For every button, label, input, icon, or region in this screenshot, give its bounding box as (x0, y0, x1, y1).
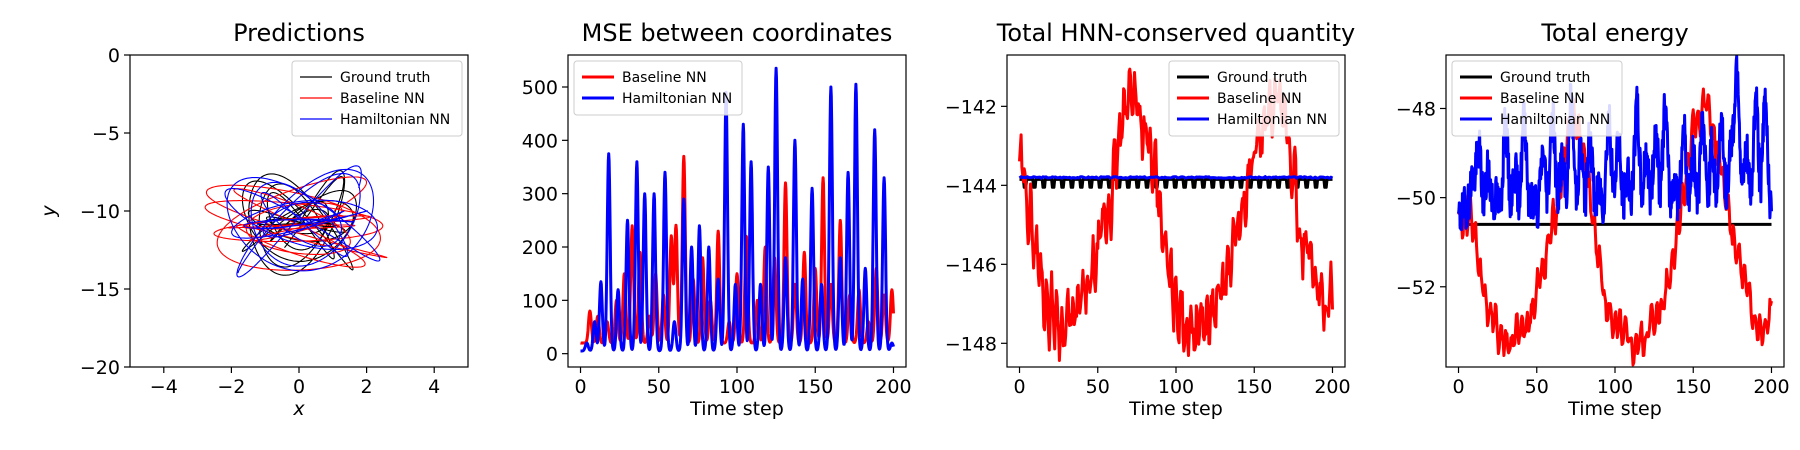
y-tick-label: −148 (945, 333, 997, 355)
x-tick-label: 150 (1236, 376, 1272, 398)
y-tick-label: 400 (522, 130, 558, 152)
chart-title: Predictions (233, 19, 365, 47)
x-tick-label: 0 (574, 376, 586, 398)
x-tick-label: 50 (647, 376, 671, 398)
legend: Baseline NN Hamiltonian NN (573, 60, 743, 116)
legend: Ground truth Baseline NN Hamiltonian NN (1168, 60, 1340, 137)
legend-label: Baseline NN (622, 70, 707, 86)
x-axis-label: Time step (1567, 398, 1662, 420)
series-line-hamiltonian-nn (224, 165, 381, 278)
x-tick-label: 0 (293, 376, 305, 398)
x-tick-label: 200 (875, 376, 911, 398)
x-tick-label: 0 (1013, 376, 1025, 398)
y-tick-label: −52 (1396, 277, 1436, 299)
legend-box (1168, 60, 1340, 137)
x-tick-label: 200 (1753, 376, 1789, 398)
series-line-baseline-nn (204, 176, 388, 271)
x-tick-label: 100 (1597, 376, 1633, 398)
legend-box (291, 60, 463, 137)
y-tick-label: −15 (80, 279, 120, 301)
y-tick-label: −20 (80, 357, 120, 379)
legend: Ground truth Baseline NN Hamiltonian NN (291, 60, 463, 137)
legend-label: Hamiltonian NN (340, 112, 450, 128)
y-tick-label: −146 (945, 254, 997, 276)
x-tick-label: 150 (1675, 376, 1711, 398)
plot-area (1457, 55, 1773, 367)
x-tick-label: 100 (1158, 376, 1194, 398)
y-tick-label: 300 (522, 184, 558, 206)
legend-label: Hamiltonian NN (622, 91, 732, 107)
legend-label: Baseline NN (1500, 91, 1585, 107)
x-tick-label: −4 (150, 376, 178, 398)
y-tick-label: 200 (522, 237, 558, 259)
chart-title: MSE between coordinates (582, 19, 893, 47)
y-tick-label: −48 (1396, 98, 1436, 120)
x-tick-label: −2 (217, 376, 245, 398)
legend-label: Ground truth (1217, 70, 1307, 86)
y-tick-label: −10 (80, 201, 120, 223)
x-tick-label: 50 (1086, 376, 1110, 398)
legend-label: Hamiltonian NN (1217, 112, 1327, 128)
series-line-baseline-nn (579, 154, 895, 345)
series-line-ground-truth (1018, 177, 1334, 189)
x-tick-label: 2 (361, 376, 373, 398)
legend-label: Hamiltonian NN (1500, 112, 1610, 128)
hnn-quantity-panel: 0 50 100 150 200 −142 −144 −146 −148 Total HNN-co… (945, 19, 1355, 420)
x-tick-label: 0 (1452, 376, 1464, 398)
series-line-hamiltonian-nn (579, 66, 895, 353)
series-line-hamiltonian-nn (1457, 55, 1773, 232)
y-tick-label: −142 (945, 96, 997, 118)
chart-title: Total HNN-conserved quantity (996, 19, 1355, 47)
x-tick-label: 4 (428, 376, 440, 398)
y-axis-label: y (38, 205, 60, 218)
y-tick-label: −144 (945, 175, 997, 197)
series-line-hamiltonian-nn (1018, 175, 1334, 180)
x-tick-label: 100 (719, 376, 755, 398)
legend-box (573, 60, 743, 116)
plot-area (579, 66, 895, 353)
y-tick-label: 0 (108, 45, 120, 67)
legend-box (1451, 60, 1623, 137)
total-energy-panel: 0 50 100 150 200 −48 −50 −52 Total energy Time st… (1396, 19, 1790, 420)
legend-label: Ground truth (340, 70, 430, 86)
legend-label: Baseline NN (1217, 91, 1302, 107)
y-tick-label: 500 (522, 77, 558, 99)
legend: Ground truth Baseline NN Hamiltonian NN (1451, 60, 1623, 137)
x-tick-label: 200 (1314, 376, 1350, 398)
y-tick-label: 0 (546, 344, 558, 366)
legend-label: Ground truth (1500, 70, 1590, 86)
legend-label: Baseline NN (340, 91, 425, 107)
chart-title: Total energy (1540, 19, 1688, 47)
x-tick-label: 50 (1525, 376, 1549, 398)
y-tick-label: 100 (522, 290, 558, 312)
x-axis-label: Time step (689, 398, 784, 420)
x-axis-label: x (292, 398, 305, 420)
x-axis-label: Time step (1128, 398, 1223, 420)
y-tick-label: −50 (1396, 188, 1436, 210)
x-tick-label: 150 (797, 376, 833, 398)
plot-area (204, 165, 388, 278)
y-tick-label: −5 (92, 123, 120, 145)
mse-panel: 0 50 100 150 200 0 100 200 300 400 500 MSE between … (522, 19, 912, 420)
